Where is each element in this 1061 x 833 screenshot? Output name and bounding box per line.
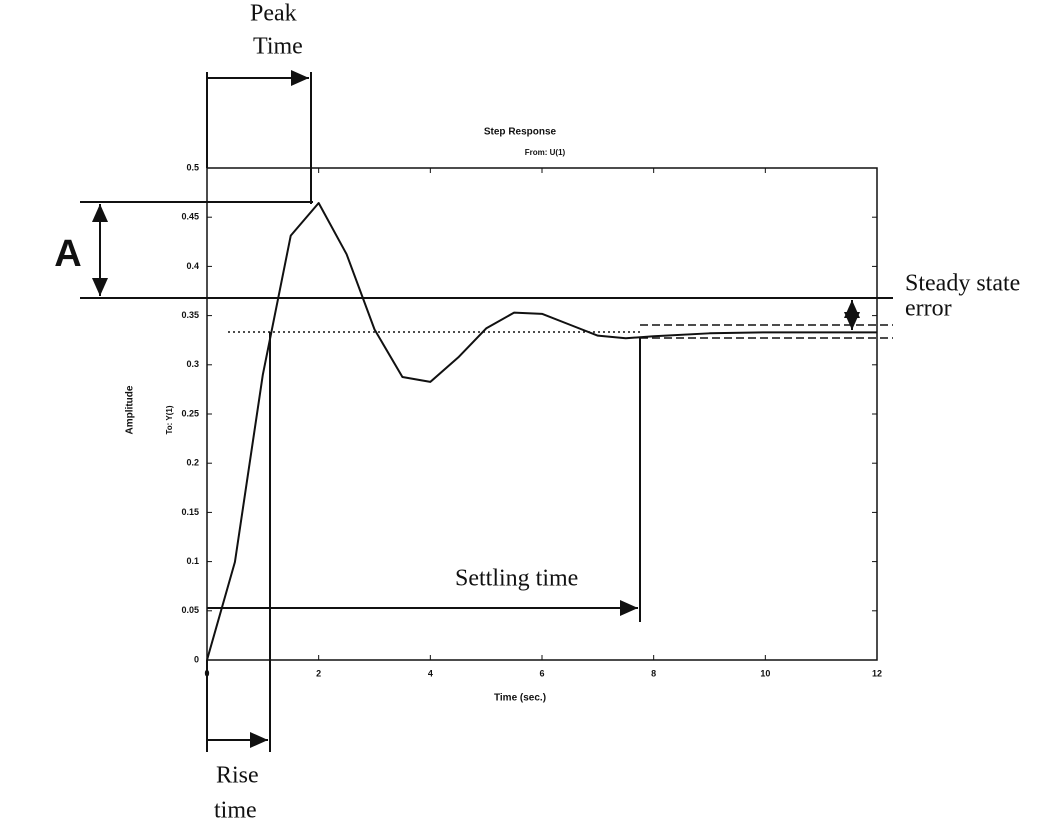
x-tick-label: 2 [316,668,321,678]
settling-label: Settling time [455,566,578,592]
y-label-2: To: Y(1) [165,405,174,434]
y-tick-label: 0.35 [181,310,199,320]
x-tick-label: 10 [760,668,770,678]
peak-label: Time [253,34,303,60]
error-label: error [905,296,952,322]
error-label: Steady state [905,271,1020,297]
y-tick-label: 0.4 [186,261,199,271]
y-label: Amplitude [125,385,136,434]
x-tick-label: 4 [428,668,433,678]
y-tick-label: 0.1 [186,556,199,566]
x-tick-label: 0 [204,668,209,678]
y-tick-label: 0.3 [186,359,199,369]
y-tick-label: 0.2 [186,458,199,468]
x-tick-label: 12 [872,668,882,678]
y-tick-label: 0.45 [181,212,199,222]
rise-label: time [214,798,257,824]
y-tick-label: 0.25 [181,408,199,418]
rise-label: Rise [216,763,259,789]
annotations [80,70,893,752]
y-tick-label: 0.15 [181,507,199,517]
chart-subtitle: From: U(1) [525,148,566,157]
x-tick-label: 6 [539,668,544,678]
y-tick-label: 0 [194,654,199,664]
amplitude-label: A [54,233,81,275]
response-line [206,202,877,661]
peak-label: Peak [250,1,297,27]
x-label: Time (sec.) [494,693,546,704]
y-tick-label: 0.5 [186,162,199,172]
x-tick-label: 8 [651,668,656,678]
chart-title: Step Response [484,127,557,138]
y-tick-label: 0.05 [181,605,199,615]
